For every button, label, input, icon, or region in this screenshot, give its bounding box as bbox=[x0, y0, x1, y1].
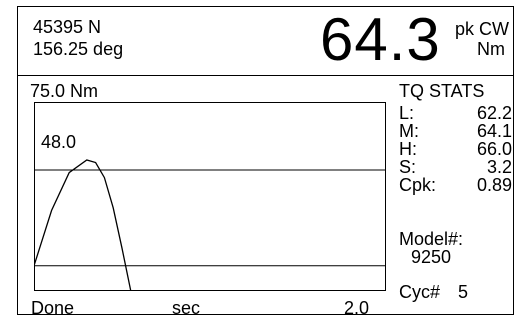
stat-key: H: bbox=[399, 139, 417, 159]
header-info: 45395 N 156.25 deg bbox=[33, 16, 123, 60]
reading-mode-label: pk CW bbox=[455, 19, 509, 39]
stat-value: 66.0 bbox=[476, 139, 512, 159]
stat-row-cpk: Cpk: 0.89 bbox=[399, 175, 514, 195]
stat-value: 62.2 bbox=[476, 103, 512, 123]
stat-value: 64.1 bbox=[476, 121, 512, 141]
stat-row-low: L: 62.2 bbox=[399, 103, 514, 123]
torque-graph bbox=[34, 102, 386, 291]
stat-key: L: bbox=[399, 103, 415, 123]
torque-curve bbox=[34, 159, 140, 291]
stat-key: S: bbox=[399, 157, 417, 177]
x-axis-span: 2.0 bbox=[344, 298, 370, 318]
cycle-count-label: Cyc# bbox=[399, 282, 441, 302]
stat-value: 3.2 bbox=[486, 157, 512, 177]
model-label: Model#: bbox=[399, 229, 464, 249]
stat-row-mean: M: 64.1 bbox=[399, 121, 514, 141]
stat-key: Cpk: bbox=[399, 175, 437, 195]
stat-key: M: bbox=[399, 121, 419, 141]
x-axis-unit: sec bbox=[172, 298, 201, 318]
reading-unit-label: Nm bbox=[477, 39, 505, 59]
peak-value-label: 48.0 bbox=[41, 131, 77, 153]
stat-row-stddev: S: 3.2 bbox=[399, 157, 514, 177]
graph-border bbox=[34, 102, 386, 291]
stat-value: 0.89 bbox=[476, 175, 512, 195]
stats-title: TQ STATS bbox=[399, 81, 485, 101]
stat-row-high: H: 66.0 bbox=[399, 139, 514, 159]
graph-scale-label: 75.0 Nm bbox=[30, 81, 99, 101]
cycle-count: 5 bbox=[458, 282, 469, 302]
angle-readout: 156.25 deg bbox=[33, 39, 124, 59]
sensor-id: 45395 N bbox=[33, 17, 102, 37]
header-divider bbox=[18, 75, 513, 76]
torque-reading: 64.3 bbox=[320, 6, 441, 73]
model-number: 9250 bbox=[411, 247, 452, 267]
display-frame bbox=[17, 6, 514, 315]
cycle-status: Done bbox=[31, 298, 75, 318]
